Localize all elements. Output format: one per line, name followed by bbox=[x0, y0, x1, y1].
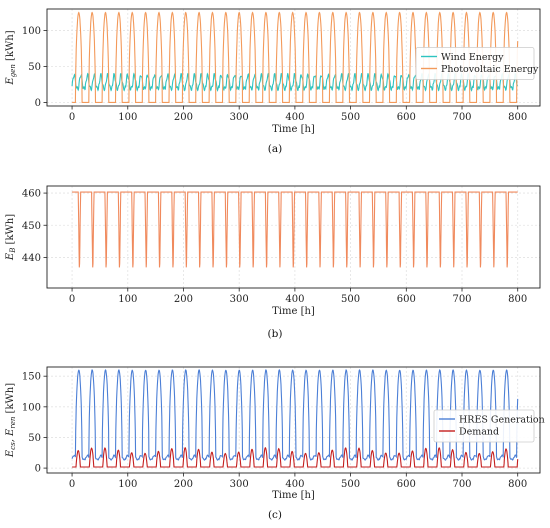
x-tick-label: 800 bbox=[508, 294, 527, 305]
x-tick-label: 500 bbox=[341, 294, 360, 305]
x-tick-label: 100 bbox=[118, 479, 137, 490]
x-tick-label: 0 bbox=[69, 479, 75, 490]
x-tick-label: 100 bbox=[118, 294, 137, 305]
panel-caption: (a) bbox=[268, 143, 282, 155]
x-tick-label: 800 bbox=[508, 112, 527, 123]
x-tick-label: 300 bbox=[230, 294, 249, 305]
y-tick-label: 0 bbox=[35, 98, 41, 109]
y-axis-label: EB [kWh] bbox=[5, 214, 17, 261]
x-tick-label: 800 bbox=[508, 479, 527, 490]
x-tick-label: 400 bbox=[285, 479, 304, 490]
y-tick-label: 50 bbox=[28, 62, 41, 73]
plot-frame bbox=[46, 366, 541, 474]
x-tick-label: 0 bbox=[69, 294, 75, 305]
x-axis-label: Time [h] bbox=[272, 490, 315, 501]
panel-caption: (b) bbox=[268, 328, 283, 340]
x-axis-label: Time [h] bbox=[272, 306, 315, 317]
x-tick-label: 300 bbox=[230, 479, 249, 490]
x-tick-label: 200 bbox=[174, 479, 193, 490]
y-tick-label: 0 bbox=[35, 464, 41, 475]
panel-1: 0 100 200 300 400 500 600 700 800 0 50 100 Time [h] E… bbox=[5, 8, 541, 155]
legend-label: Wind Energy bbox=[441, 52, 504, 63]
legend-box bbox=[415, 47, 535, 80]
y-axis-label: Ecs, Eren [kWh] bbox=[5, 383, 17, 458]
x-tick-label: 200 bbox=[174, 294, 193, 305]
x-tick-label: 600 bbox=[397, 294, 416, 305]
series-line-2 bbox=[72, 447, 519, 468]
x-tick-label: 600 bbox=[397, 479, 416, 490]
x-tick-label: 500 bbox=[341, 112, 360, 123]
x-tick-label: 100 bbox=[118, 112, 137, 123]
x-tick-label: 400 bbox=[285, 112, 304, 123]
y-tick-label: 440 bbox=[22, 253, 41, 264]
x-tick-label: 200 bbox=[174, 112, 193, 123]
x-axis-label: Time [h] bbox=[272, 124, 315, 135]
y-tick-label: 50 bbox=[28, 433, 41, 444]
legend-label: Photovoltaic Energy bbox=[441, 64, 539, 75]
x-tick-label: 0 bbox=[69, 112, 75, 123]
y-tick-label: 100 bbox=[22, 26, 41, 37]
series-line-1 bbox=[72, 191, 518, 268]
y-axis-label: Egen [kWh] bbox=[5, 30, 17, 85]
x-tick-label: 700 bbox=[452, 112, 471, 123]
x-tick-label: 700 bbox=[452, 294, 471, 305]
panel-2: 0 100 200 300 400 500 600 700 800 440 450 460 Time [… bbox=[5, 185, 541, 340]
x-tick-label: 600 bbox=[397, 112, 416, 123]
x-tick-label: 700 bbox=[452, 479, 471, 490]
series-line-2 bbox=[72, 11, 519, 103]
x-tick-label: 400 bbox=[285, 294, 304, 305]
plot-frame bbox=[46, 8, 541, 107]
y-tick-label: 150 bbox=[22, 372, 41, 383]
x-tick-label: 300 bbox=[230, 112, 249, 123]
y-tick-label: 460 bbox=[22, 189, 41, 200]
legend-label: HRES Generation bbox=[459, 414, 545, 425]
y-tick-label: 100 bbox=[22, 402, 41, 413]
y-tick-label: 450 bbox=[22, 221, 41, 232]
series-line-1 bbox=[71, 368, 519, 461]
panel-3: 0 100 200 300 400 500 600 700 800 0 50 100 150 Time [… bbox=[5, 366, 545, 521]
legend-box bbox=[433, 409, 535, 443]
x-tick-label: 500 bbox=[341, 479, 360, 490]
plot-frame bbox=[46, 185, 541, 289]
legend-label: Demand bbox=[459, 426, 499, 437]
panel-caption: (c) bbox=[268, 509, 282, 521]
